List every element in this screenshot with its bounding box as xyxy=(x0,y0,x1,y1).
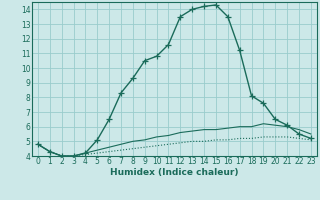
X-axis label: Humidex (Indice chaleur): Humidex (Indice chaleur) xyxy=(110,168,239,177)
